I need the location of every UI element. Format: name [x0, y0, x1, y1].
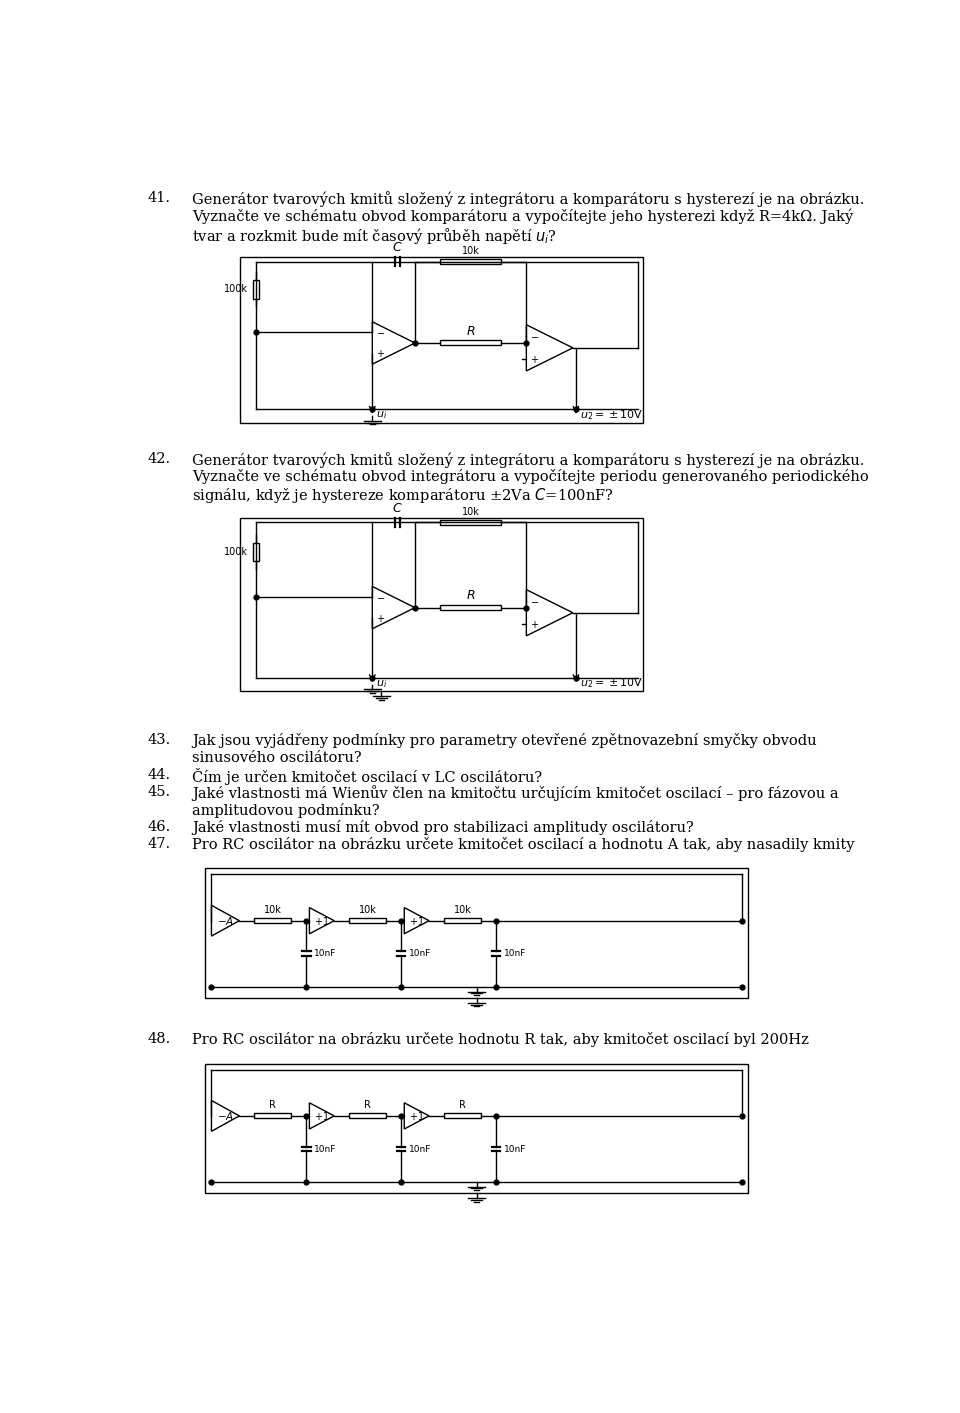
Text: 10nF: 10nF [409, 950, 432, 958]
Text: 10k: 10k [462, 246, 480, 256]
Text: Jaké vlastnosti má Wienův člen na kmitočtu určujícím kmitočet oscilací – pro fáz: Jaké vlastnosti má Wienův člen na kmitoč… [192, 786, 839, 801]
Text: $u_i$: $u_i$ [376, 678, 387, 690]
Text: 100k: 100k [224, 547, 248, 557]
Text: 10k: 10k [462, 507, 480, 517]
Text: Pro RC oscilátor na obrázku určete kmitočet oscilací a hodnotu A tak, aby nasadi: Pro RC oscilátor na obrázku určete kmito… [192, 836, 854, 852]
Text: Vyznačte ve schématu obvod integrátoru a vypočítejte periodu generovaného period: Vyznačte ve schématu obvod integrátoru a… [192, 469, 869, 485]
Text: $u_2 = \pm10\mathrm{V}$: $u_2 = \pm10\mathrm{V}$ [580, 408, 643, 421]
Text: 10k: 10k [359, 906, 376, 916]
Text: $+1$: $+1$ [409, 1109, 424, 1122]
Text: 10k: 10k [454, 906, 471, 916]
Bar [252, 543, 258, 561]
Text: 45.: 45. [147, 786, 170, 800]
Text: 41.: 41. [147, 191, 170, 205]
Text: tvar a rozkmit bude mít časový průběh napětí $u_i$?: tvar a rozkmit bude mít časový průběh na… [192, 226, 557, 246]
Text: R: R [459, 1101, 466, 1111]
Text: $-$: $-$ [530, 596, 540, 606]
Text: $+1$: $+1$ [409, 914, 424, 927]
Text: $+$: $+$ [376, 613, 385, 623]
Bar [444, 918, 481, 923]
Text: Generátor tvarových kmitů složený z integrátoru a komparátoru s hysterezí je na : Generátor tvarových kmitů složený z inte… [192, 452, 864, 468]
Text: 42.: 42. [147, 452, 170, 466]
Text: R: R [364, 1101, 372, 1111]
Text: R: R [270, 1101, 276, 1111]
Text: $u_2 = \pm10\mathrm{V}$: $u_2 = \pm10\mathrm{V}$ [580, 677, 643, 690]
Text: 10nF: 10nF [315, 1145, 337, 1153]
Text: Jak jsou vyjádřeny podmínky pro parametry otevřené zpětnovazební smyčky obvodu: Jak jsou vyjádřeny podmínky pro parametr… [192, 733, 817, 749]
Text: Vyznačte ve schématu obvod komparátoru a vypočítejte jeho hysterezi když R=4kΩ. : Vyznačte ve schématu obvod komparátoru a… [192, 209, 853, 223]
Bar [240, 517, 643, 691]
Text: $u_i$: $u_i$ [376, 410, 387, 421]
Text: $R$: $R$ [466, 325, 475, 338]
Text: $+$: $+$ [530, 353, 540, 365]
Text: Pro RC oscilátor na obrázku určete hodnotu R tak, aby kmitočet oscilací byl 200H: Pro RC oscilátor na obrázku určete hodno… [192, 1033, 809, 1047]
Text: $-A$: $-A$ [217, 1109, 234, 1122]
Bar [254, 1113, 291, 1119]
Text: $+$: $+$ [530, 619, 540, 630]
Text: 47.: 47. [147, 836, 170, 851]
Text: 44.: 44. [147, 767, 170, 781]
Text: signálu, když je hystereze komparátoru ±2Va $C$=100nF?: signálu, když je hystereze komparátoru ±… [192, 486, 613, 506]
Text: sinusového oscilátoru?: sinusového oscilátoru? [192, 750, 362, 764]
Text: Jaké vlastnosti musí mít obvod pro stabilizaci amplitudy oscilátoru?: Jaké vlastnosti musí mít obvod pro stabi… [192, 820, 694, 835]
Text: 48.: 48. [147, 1033, 170, 1047]
Text: $-A$: $-A$ [217, 914, 234, 927]
Text: $+1$: $+1$ [314, 1109, 329, 1122]
Text: amplitudovou podmínku?: amplitudovou podmínku? [192, 803, 380, 818]
Text: 10nF: 10nF [409, 1145, 432, 1153]
Bar [205, 869, 748, 998]
Bar [444, 1113, 481, 1119]
Text: $+1$: $+1$ [314, 914, 329, 927]
Text: $C$: $C$ [393, 502, 403, 514]
Text: $-$: $-$ [376, 592, 385, 602]
Bar [254, 918, 291, 923]
Text: $+$: $+$ [376, 348, 385, 359]
Bar [205, 1064, 748, 1193]
Bar [349, 918, 386, 923]
Text: $C$: $C$ [393, 242, 403, 254]
Bar [349, 1113, 386, 1119]
Text: Čím je určen kmitočet oscilací v LC oscilátoru?: Čím je určen kmitočet oscilací v LC osci… [192, 767, 542, 784]
Text: 43.: 43. [147, 733, 170, 747]
Bar [240, 257, 643, 422]
Bar [440, 605, 501, 610]
Text: $-$: $-$ [530, 331, 540, 342]
Bar [440, 520, 501, 524]
Text: 10k: 10k [264, 906, 282, 916]
Text: 100k: 100k [224, 284, 248, 294]
Text: $R$: $R$ [466, 589, 475, 602]
Text: 10nF: 10nF [315, 950, 337, 958]
Text: 10nF: 10nF [504, 1145, 526, 1153]
Text: 10nF: 10nF [504, 950, 526, 958]
Text: 46.: 46. [147, 820, 170, 834]
Bar [440, 259, 501, 264]
Text: $-$: $-$ [376, 328, 385, 338]
Text: Generátor tvarových kmitů složený z integrátoru a komparátoru s hysterezí je na : Generátor tvarových kmitů složený z inte… [192, 191, 864, 206]
Bar [440, 341, 501, 346]
Bar [252, 280, 258, 298]
